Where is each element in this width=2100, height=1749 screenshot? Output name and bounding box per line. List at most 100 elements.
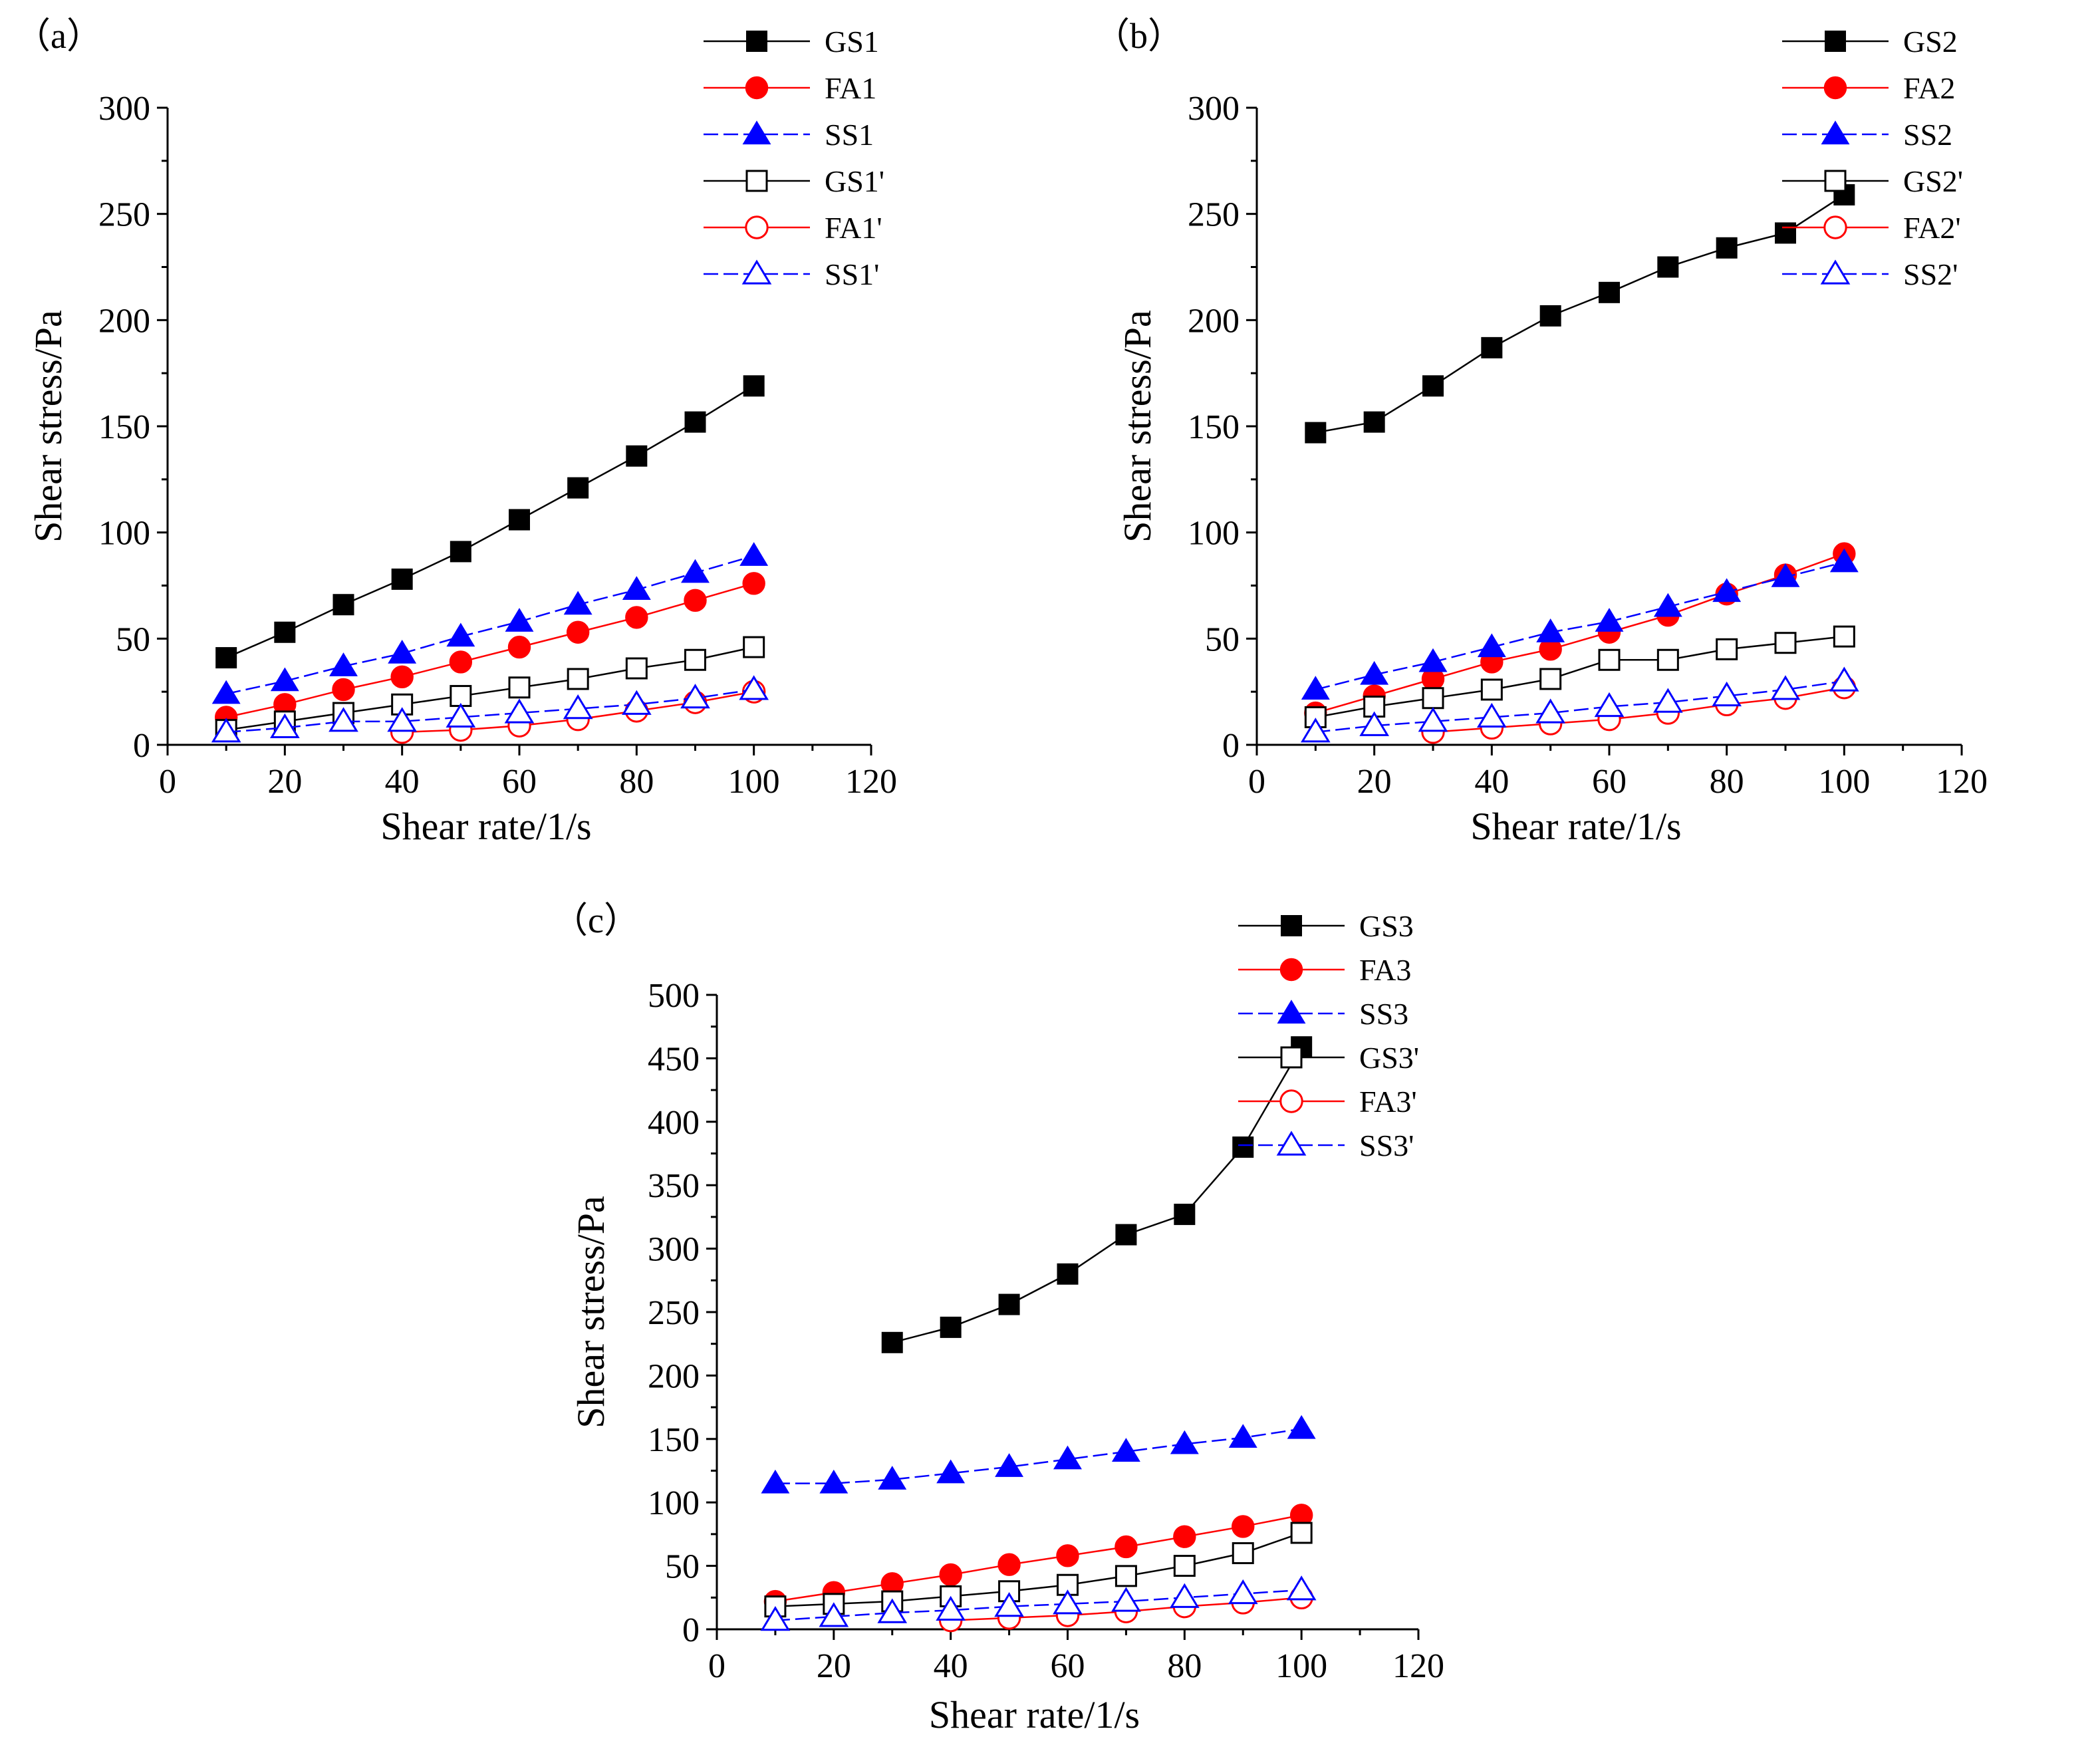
x-tick-label: 40: [385, 763, 420, 801]
data-point: [1535, 698, 1566, 724]
data-point: [1599, 281, 1620, 303]
series-line: [775, 1514, 1302, 1603]
data-point: [1056, 1544, 1079, 1567]
series-fa2: [1304, 542, 1856, 725]
data-point: [328, 707, 358, 732]
legend-entry: FA2: [1782, 71, 1955, 105]
series-line: [1315, 561, 1845, 691]
data-point: [1174, 1204, 1196, 1226]
data-point: [215, 647, 237, 669]
data-point: [1115, 1535, 1138, 1559]
data-point: [1775, 222, 1796, 244]
data-point: [760, 1605, 791, 1631]
data-point: [1053, 1445, 1082, 1470]
data-point: [1536, 618, 1565, 642]
data-point: [504, 698, 535, 724]
y-tick-label: 350: [648, 1167, 700, 1205]
data-point: [936, 1459, 966, 1484]
data-point: [1422, 687, 1444, 710]
series-gs1: [215, 375, 765, 669]
legend-entry: SS3: [1238, 997, 1408, 1031]
legend-label: FA3: [1359, 953, 1411, 987]
x-tick-label: 0: [1248, 763, 1265, 801]
data-point: [1115, 1565, 1137, 1587]
legend-marker: [1280, 1046, 1303, 1069]
data-point: [508, 676, 531, 699]
data-point: [390, 665, 414, 689]
legend-label: SS1: [825, 118, 874, 152]
data-point: [819, 1602, 849, 1627]
data-point: [1286, 1575, 1317, 1601]
y-tick-label: 300: [98, 90, 150, 128]
data-point: [877, 1598, 908, 1623]
legend-entry: GS3': [1238, 1041, 1419, 1075]
data-point: [1657, 256, 1679, 278]
y-tick-label: 50: [116, 620, 150, 658]
data-point: [881, 1331, 903, 1353]
data-point: [269, 713, 300, 739]
legend-entry: GS2': [1782, 164, 1963, 198]
data-point: [1712, 578, 1742, 603]
series-line: [1315, 553, 1845, 714]
legend-entry: GS2: [1782, 25, 1958, 59]
data-point: [387, 707, 418, 732]
y-tick-label: 0: [682, 1611, 700, 1649]
legend-entry: GS1: [704, 25, 879, 59]
legend-marker: [1279, 958, 1303, 982]
data-point: [563, 591, 592, 615]
series-fa3: [763, 1504, 1313, 1613]
x-tick-label: 120: [1936, 763, 1988, 801]
y-tick-label: 200: [648, 1357, 700, 1395]
legend-label: GS3': [1359, 1041, 1419, 1075]
legend-entry: SS2': [1782, 257, 1958, 291]
legend-marker: [1279, 1089, 1303, 1113]
data-point: [1304, 706, 1327, 728]
data-point: [1169, 1583, 1200, 1608]
data-point: [1300, 718, 1331, 743]
legend-label: FA2': [1903, 211, 1961, 245]
data-point: [1359, 711, 1390, 736]
chart-panel-b: 0 20 40 60 80 100 120 0 50 100 150 200 250 300 Shear r…: [1094, 16, 1988, 848]
x-tick-label: 40: [1474, 763, 1509, 801]
x-tick-label: 60: [1592, 763, 1627, 801]
data-point: [332, 594, 354, 616]
data-point: [819, 1469, 849, 1494]
y-tick-label: 50: [1205, 620, 1240, 658]
legend-entry: GS1': [704, 164, 884, 198]
data-point: [270, 667, 299, 692]
data-point: [1115, 1224, 1137, 1246]
legend-marker: [741, 259, 772, 285]
x-axis-title: Shear rate/1/s: [1470, 805, 1681, 848]
data-point: [1305, 422, 1327, 444]
series-gs3: [881, 1036, 1313, 1353]
series-gs3-prime: [764, 1522, 1313, 1618]
y-axis-title: Shear stress/Pa: [1116, 310, 1159, 543]
series-gs1-prime: [215, 636, 765, 741]
legend-marker: [745, 76, 769, 100]
data-point: [1480, 678, 1503, 701]
legend-marker: [1821, 120, 1850, 145]
data-point: [509, 509, 530, 531]
data-point: [1770, 675, 1801, 700]
data-point: [625, 657, 648, 680]
y-tick-label: 200: [98, 302, 150, 340]
legend-entry: SS1: [704, 118, 874, 152]
data-point: [995, 1453, 1024, 1477]
data-point: [450, 541, 471, 563]
legend-entry: FA3': [1238, 1085, 1417, 1119]
legend-entry: GS3: [1238, 909, 1414, 943]
legend-marker: [745, 170, 768, 192]
legend-entry: SS2: [1782, 118, 1952, 152]
data-point: [1829, 666, 1859, 692]
legend-entry: FA1: [704, 71, 876, 105]
x-tick-label: 80: [619, 763, 654, 801]
data-point: [622, 576, 651, 600]
legend-label: SS3: [1359, 997, 1408, 1031]
chart-panel-c: 0 20 40 60 80 100 120 0 50 100 150 200 250 300 350 400 4…: [552, 900, 1444, 1736]
series-line: [775, 1589, 1302, 1621]
panel-label: （c）: [552, 900, 640, 940]
legend-label: GS1': [825, 164, 884, 198]
y-tick-label: 150: [1188, 408, 1240, 446]
series-gs2-prime: [1304, 625, 1855, 728]
series-line: [775, 1428, 1302, 1484]
